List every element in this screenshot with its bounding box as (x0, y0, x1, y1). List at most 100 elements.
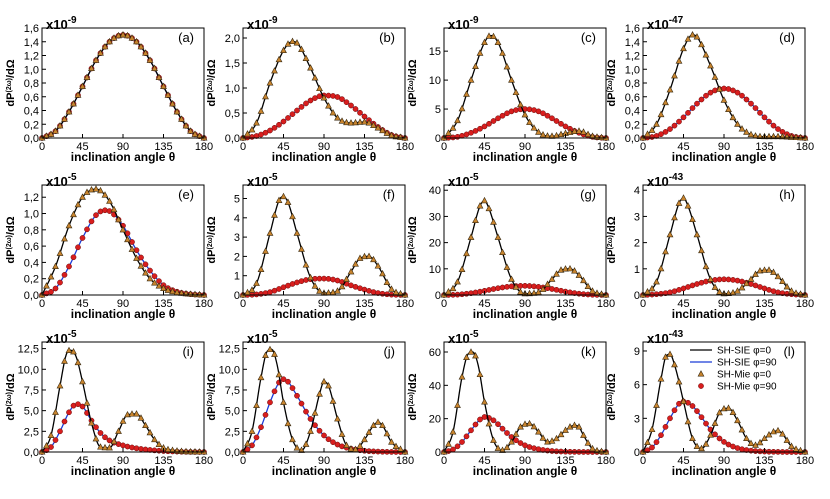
data-point-phi0 (698, 246, 705, 254)
data-point-phi90 (450, 446, 456, 453)
y-tick-label: 0 (234, 290, 240, 302)
x-tick-label: 135 (154, 298, 172, 310)
data-point-phi0 (684, 35, 692, 42)
data-point-phi0 (280, 398, 287, 405)
data-point-phi0 (365, 252, 373, 259)
data-point-phi0 (702, 440, 710, 447)
data-point-phi0 (289, 435, 296, 443)
y-axis-title: dP(2ω)/dΩ (407, 216, 419, 263)
data-point-phi90 (517, 440, 524, 446)
data-point-phi0 (338, 282, 346, 290)
data-point-phi0 (88, 419, 95, 426)
panel-a: 0 45 90 135 180 0,0 0,20,4 0,6 0,8 1,01,2 1,4 1,6 in… (5, 15, 213, 164)
data-point-phi0 (481, 398, 488, 405)
data-point-phi0 (458, 265, 466, 272)
data-point-phi0 (666, 350, 674, 357)
data-point-phi0 (743, 128, 750, 135)
data-point-phi0 (356, 254, 364, 261)
x-tick-label: 45 (277, 298, 289, 310)
data-point-phi90 (694, 100, 700, 107)
data-point-phi90 (93, 424, 99, 431)
data-point-phi0 (666, 230, 674, 238)
x-tick-label: 45 (277, 455, 289, 467)
data-point-phi0 (476, 49, 484, 56)
x-tick-label: 135 (556, 141, 574, 153)
panel-label: (b) (379, 30, 395, 45)
data-point-phi90 (694, 408, 700, 414)
y-tick-label: 10,0 (219, 364, 240, 376)
x-tick-label: 0 (441, 455, 447, 467)
data-point-phi0 (698, 444, 705, 452)
data-point-phi0 (128, 410, 136, 417)
data-point-phi0 (343, 118, 350, 126)
x-tick-label: 90 (117, 298, 129, 310)
data-point-phi0 (334, 287, 341, 294)
x-tick-label: 180 (796, 141, 814, 153)
data-point-phi0 (557, 430, 565, 438)
data-point-phi90 (454, 443, 461, 450)
data-point-phi90 (757, 109, 763, 116)
x-axis-title: inclination angle θ (272, 150, 377, 164)
data-point-phi0 (521, 111, 529, 118)
x-tick-label: 90 (718, 141, 730, 153)
data-point-phi0 (307, 427, 314, 434)
data-point-phi0 (738, 284, 746, 291)
data-point-phi0 (65, 108, 73, 115)
data-point-phi0 (508, 438, 515, 445)
scale-factor: x10-5 (46, 329, 77, 346)
data-point-phi0 (566, 128, 574, 135)
data-point-phi0 (774, 272, 782, 280)
data-point-phi0 (361, 435, 368, 443)
y-tick-label: 0,8 (625, 78, 640, 90)
data-point-phi0 (761, 266, 768, 273)
data-point-phi0 (761, 434, 768, 442)
data-point-phi0 (187, 127, 194, 134)
x-tick-label: 45 (76, 455, 88, 467)
data-point-phi0 (508, 76, 515, 83)
data-point-phi0 (463, 90, 470, 97)
data-point-phi0 (142, 49, 149, 56)
x-tick-label: 135 (355, 141, 373, 153)
x-tick-label: 135 (755, 141, 773, 153)
data-point-phi90 (667, 415, 673, 422)
data-point-phi90 (102, 434, 108, 441)
x-axis-title: inclination angle θ (672, 307, 777, 321)
data-point-phi0 (334, 114, 341, 121)
data-point-phi0 (146, 428, 154, 436)
data-point-phi90 (303, 100, 309, 107)
y-tick-label: 0 (634, 447, 640, 459)
y-tick-label: 1,6 (24, 23, 39, 35)
data-point-phi0 (553, 434, 560, 442)
data-point-phi0 (539, 434, 547, 441)
data-point-phi0 (675, 378, 683, 385)
data-point-phi0 (160, 82, 167, 89)
data-point-phi90 (88, 218, 95, 225)
y-tick-label: 10,0 (18, 364, 39, 376)
data-point-phi0 (725, 404, 732, 411)
data-point-phi0 (765, 132, 773, 140)
y-tick-label: 30 (429, 211, 441, 223)
x-tick-label: 180 (796, 298, 814, 310)
data-point-phi0 (298, 45, 305, 52)
x-tick-label: 180 (396, 298, 414, 310)
y-tick-label: 0,0 (225, 447, 240, 459)
data-point-phi0 (173, 108, 181, 115)
data-point-phi90 (285, 378, 291, 385)
panel-l: 0 45 90 135 180 0 3 6 9 inclination angle θ dP(2ω)… (606, 329, 814, 478)
scale-factor: x10-43 (647, 172, 684, 189)
data-point-phi90 (685, 109, 691, 116)
data-point-phi0 (467, 233, 475, 240)
y-axis-title: dP(2ω)/dΩ (606, 59, 618, 106)
y-tick-label: 1,4 (625, 37, 640, 49)
y-tick-label: 0,0 (24, 447, 39, 459)
data-point-phi0 (56, 122, 64, 129)
data-point-phi0 (702, 51, 710, 58)
data-point-phi0 (553, 270, 560, 277)
data-point-phi0 (689, 215, 696, 222)
data-point-phi0 (343, 441, 350, 448)
data-point-phi0 (248, 126, 256, 133)
data-point-phi0 (711, 283, 719, 290)
x-tick-label: 0 (441, 141, 447, 153)
data-point-phi90 (151, 273, 158, 280)
data-point-phi0 (383, 429, 391, 437)
